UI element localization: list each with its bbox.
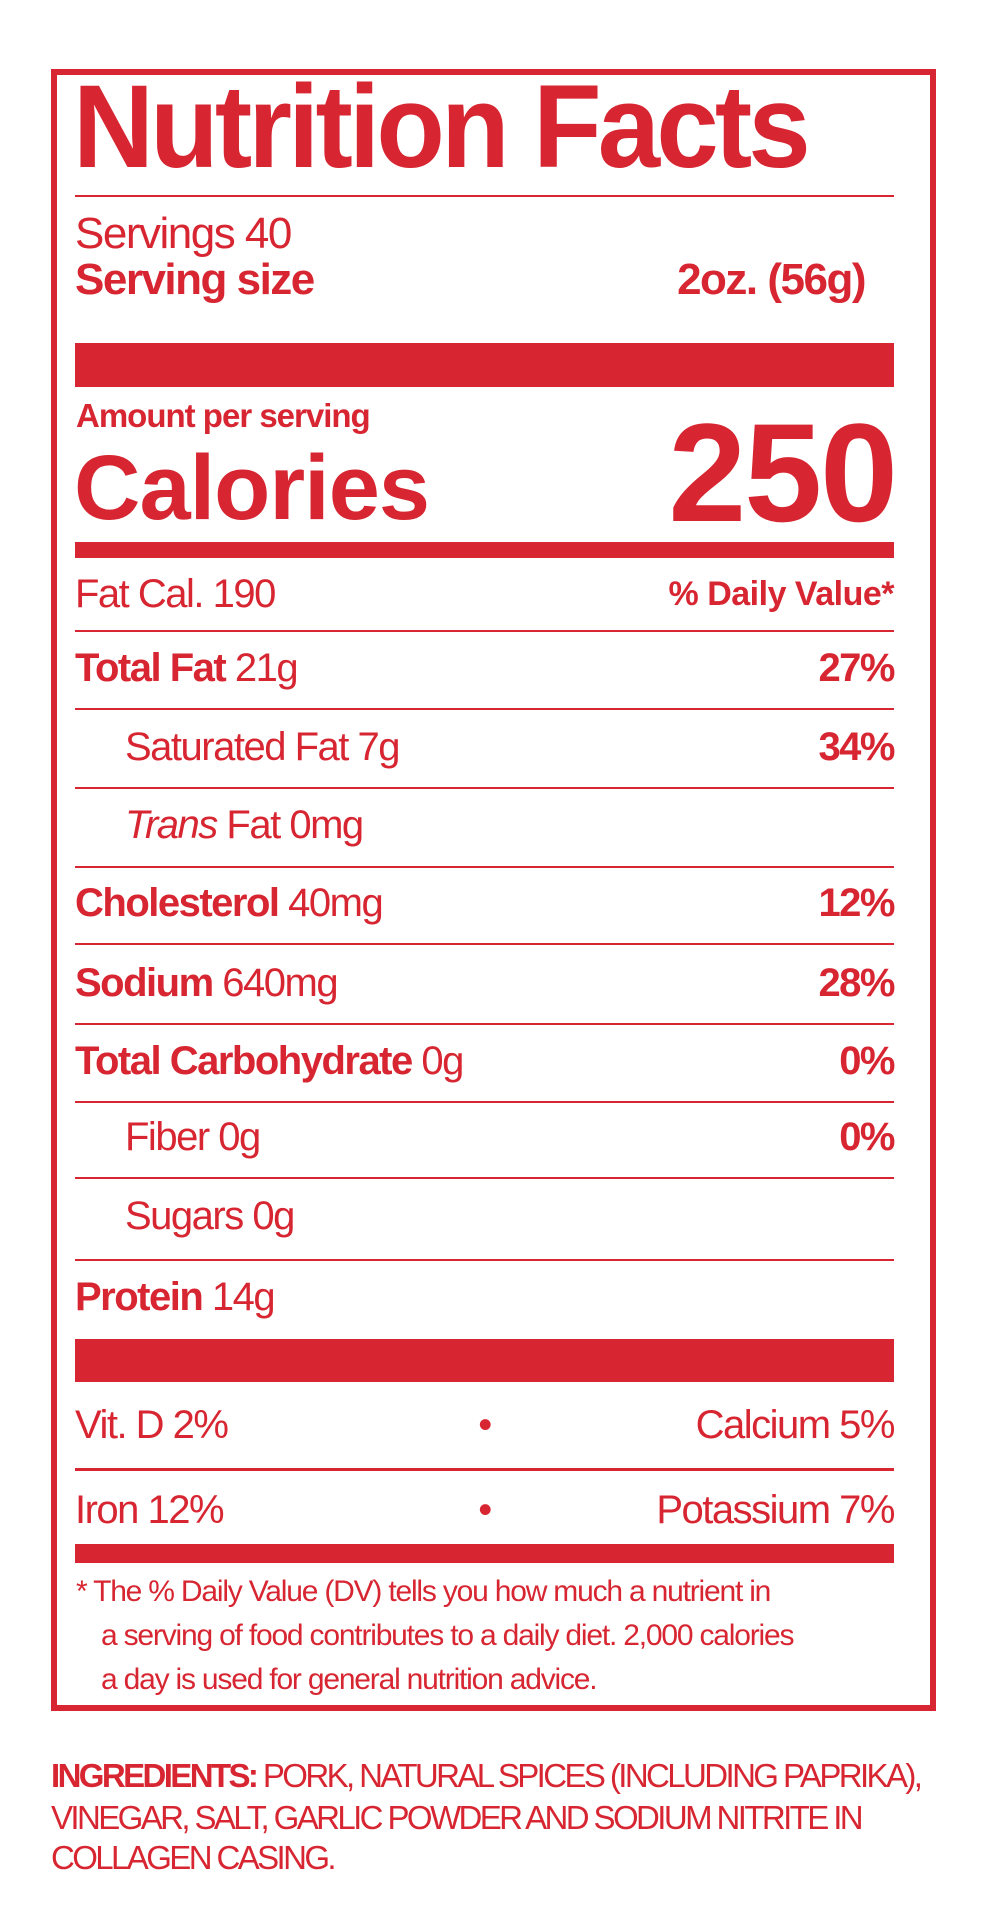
nutrient-row-total-fat: Total Fat 21g 27%	[75, 643, 895, 693]
medium-divider	[75, 542, 894, 558]
serving-size-label: Serving size	[75, 255, 315, 304]
vitamin-row: Iron 12% • Potassium 7%	[75, 1485, 895, 1535]
nutrient-name: Cholesterol	[75, 881, 280, 925]
divider	[75, 943, 894, 945]
amount-per-serving: Amount per serving	[76, 397, 371, 434]
nutrient-amount: 640mg	[222, 961, 338, 1005]
nutrient-dv: 12%	[818, 881, 895, 925]
bullet-separator: •	[478, 1403, 492, 1447]
nutrient-row-cholesterol: Cholesterol 40mg 12%	[75, 878, 895, 928]
nutrient-amount: 21g	[234, 646, 299, 690]
servings-count: Servings 40	[75, 209, 292, 258]
nutrient-row-sodium: Sodium 640mg 28%	[75, 958, 895, 1008]
ingredients-line: INGREDIENTS: PORK, NATURAL SPICES (INCLU…	[51, 1756, 923, 1796]
nutrient-row-protein: Protein 14g	[75, 1272, 894, 1322]
footnote-line: a serving of food contributes to a daily…	[101, 1619, 794, 1652]
calories-label: Calories	[74, 437, 430, 539]
divider	[75, 708, 894, 710]
nutrient-dv: 27%	[818, 646, 895, 690]
ingredients-label: INGREDIENTS:	[51, 1757, 259, 1794]
nutrient-name: Fat	[226, 803, 281, 847]
divider	[75, 787, 894, 789]
nutrient-amount: 0g	[218, 1115, 261, 1159]
nutrient-name: Fiber	[125, 1115, 210, 1159]
nutrient-row-fiber: Fiber 0g 0%	[75, 1112, 895, 1162]
nutrient-name: Protein	[75, 1275, 204, 1319]
thick-divider	[75, 1339, 894, 1382]
calcium: Calcium 5%	[695, 1403, 896, 1447]
serving-size-value: 2oz. (56g)	[677, 255, 866, 304]
potassium: Potassium 7%	[656, 1488, 895, 1532]
nutrient-amount: 7g	[357, 725, 401, 769]
footnote-line: a day is used for general nutrition advi…	[101, 1663, 598, 1696]
title: Nutrition Facts	[73, 61, 811, 193]
vitamin-d: Vit. D 2%	[75, 1403, 229, 1447]
divider	[75, 630, 894, 632]
nutrient-dv: 28%	[818, 961, 895, 1005]
nutrient-dv: 0%	[839, 1039, 895, 1083]
nutrient-amount: 0mg	[289, 803, 364, 847]
nutrient-name: Total Carbohydrate	[75, 1039, 413, 1083]
nutrient-row-sugars: Sugars 0g	[75, 1191, 894, 1241]
nutrient-name: Sodium	[75, 961, 214, 1005]
nutrient-amount: 0g	[421, 1039, 464, 1083]
divider	[75, 866, 894, 868]
vitamin-row: Vit. D 2% • Calcium 5%	[75, 1400, 896, 1450]
daily-value-header: % Daily Value*	[668, 575, 895, 613]
divider	[75, 195, 894, 197]
nutrient-row-total-carbohydrate: Total Carbohydrate 0g 0%	[75, 1036, 895, 1086]
nutrient-name-italic: Trans	[125, 803, 218, 847]
thick-divider	[75, 343, 894, 387]
nutrient-name: Saturated Fat	[125, 725, 349, 769]
nutrient-dv: 34%	[818, 725, 895, 769]
medium-divider	[75, 1544, 894, 1563]
calories-value: 250	[668, 394, 898, 551]
divider	[75, 1101, 894, 1103]
nutrient-amount: 0g	[252, 1194, 295, 1238]
ingredients-line: COLLAGEN CASING.	[51, 1839, 337, 1876]
ingredients-text: PORK, NATURAL SPICES (INCLUDING PAPRIKA)…	[256, 1757, 923, 1794]
nutrient-amount: 40mg	[288, 881, 384, 925]
nutrient-name: Total Fat	[75, 646, 227, 690]
footnote-line: * The % Daily Value (DV) tells you how m…	[76, 1575, 771, 1608]
ingredients-line: VINEGAR, SALT, GARLIC POWDER AND SODIUM …	[51, 1799, 864, 1836]
bullet-separator: •	[478, 1488, 492, 1532]
fat-calories-row: Fat Cal. 190 % Daily Value*	[75, 569, 895, 619]
divider	[75, 1023, 894, 1025]
nutrient-row-saturated-fat: Saturated Fat 7g 34%	[75, 722, 895, 772]
divider	[75, 1259, 894, 1261]
fat-calories: Fat Cal. 190	[75, 572, 276, 616]
nutrient-row-trans-fat: Trans Fat 0mg	[75, 800, 894, 850]
nutrient-amount: 14g	[211, 1275, 276, 1319]
divider	[75, 1177, 894, 1179]
iron: Iron 12%	[75, 1488, 225, 1532]
nutrient-dv: 0%	[839, 1115, 895, 1159]
divider	[75, 1468, 894, 1471]
nutrition-facts-panel	[51, 69, 936, 1711]
nutrient-name: Sugars	[125, 1194, 244, 1238]
